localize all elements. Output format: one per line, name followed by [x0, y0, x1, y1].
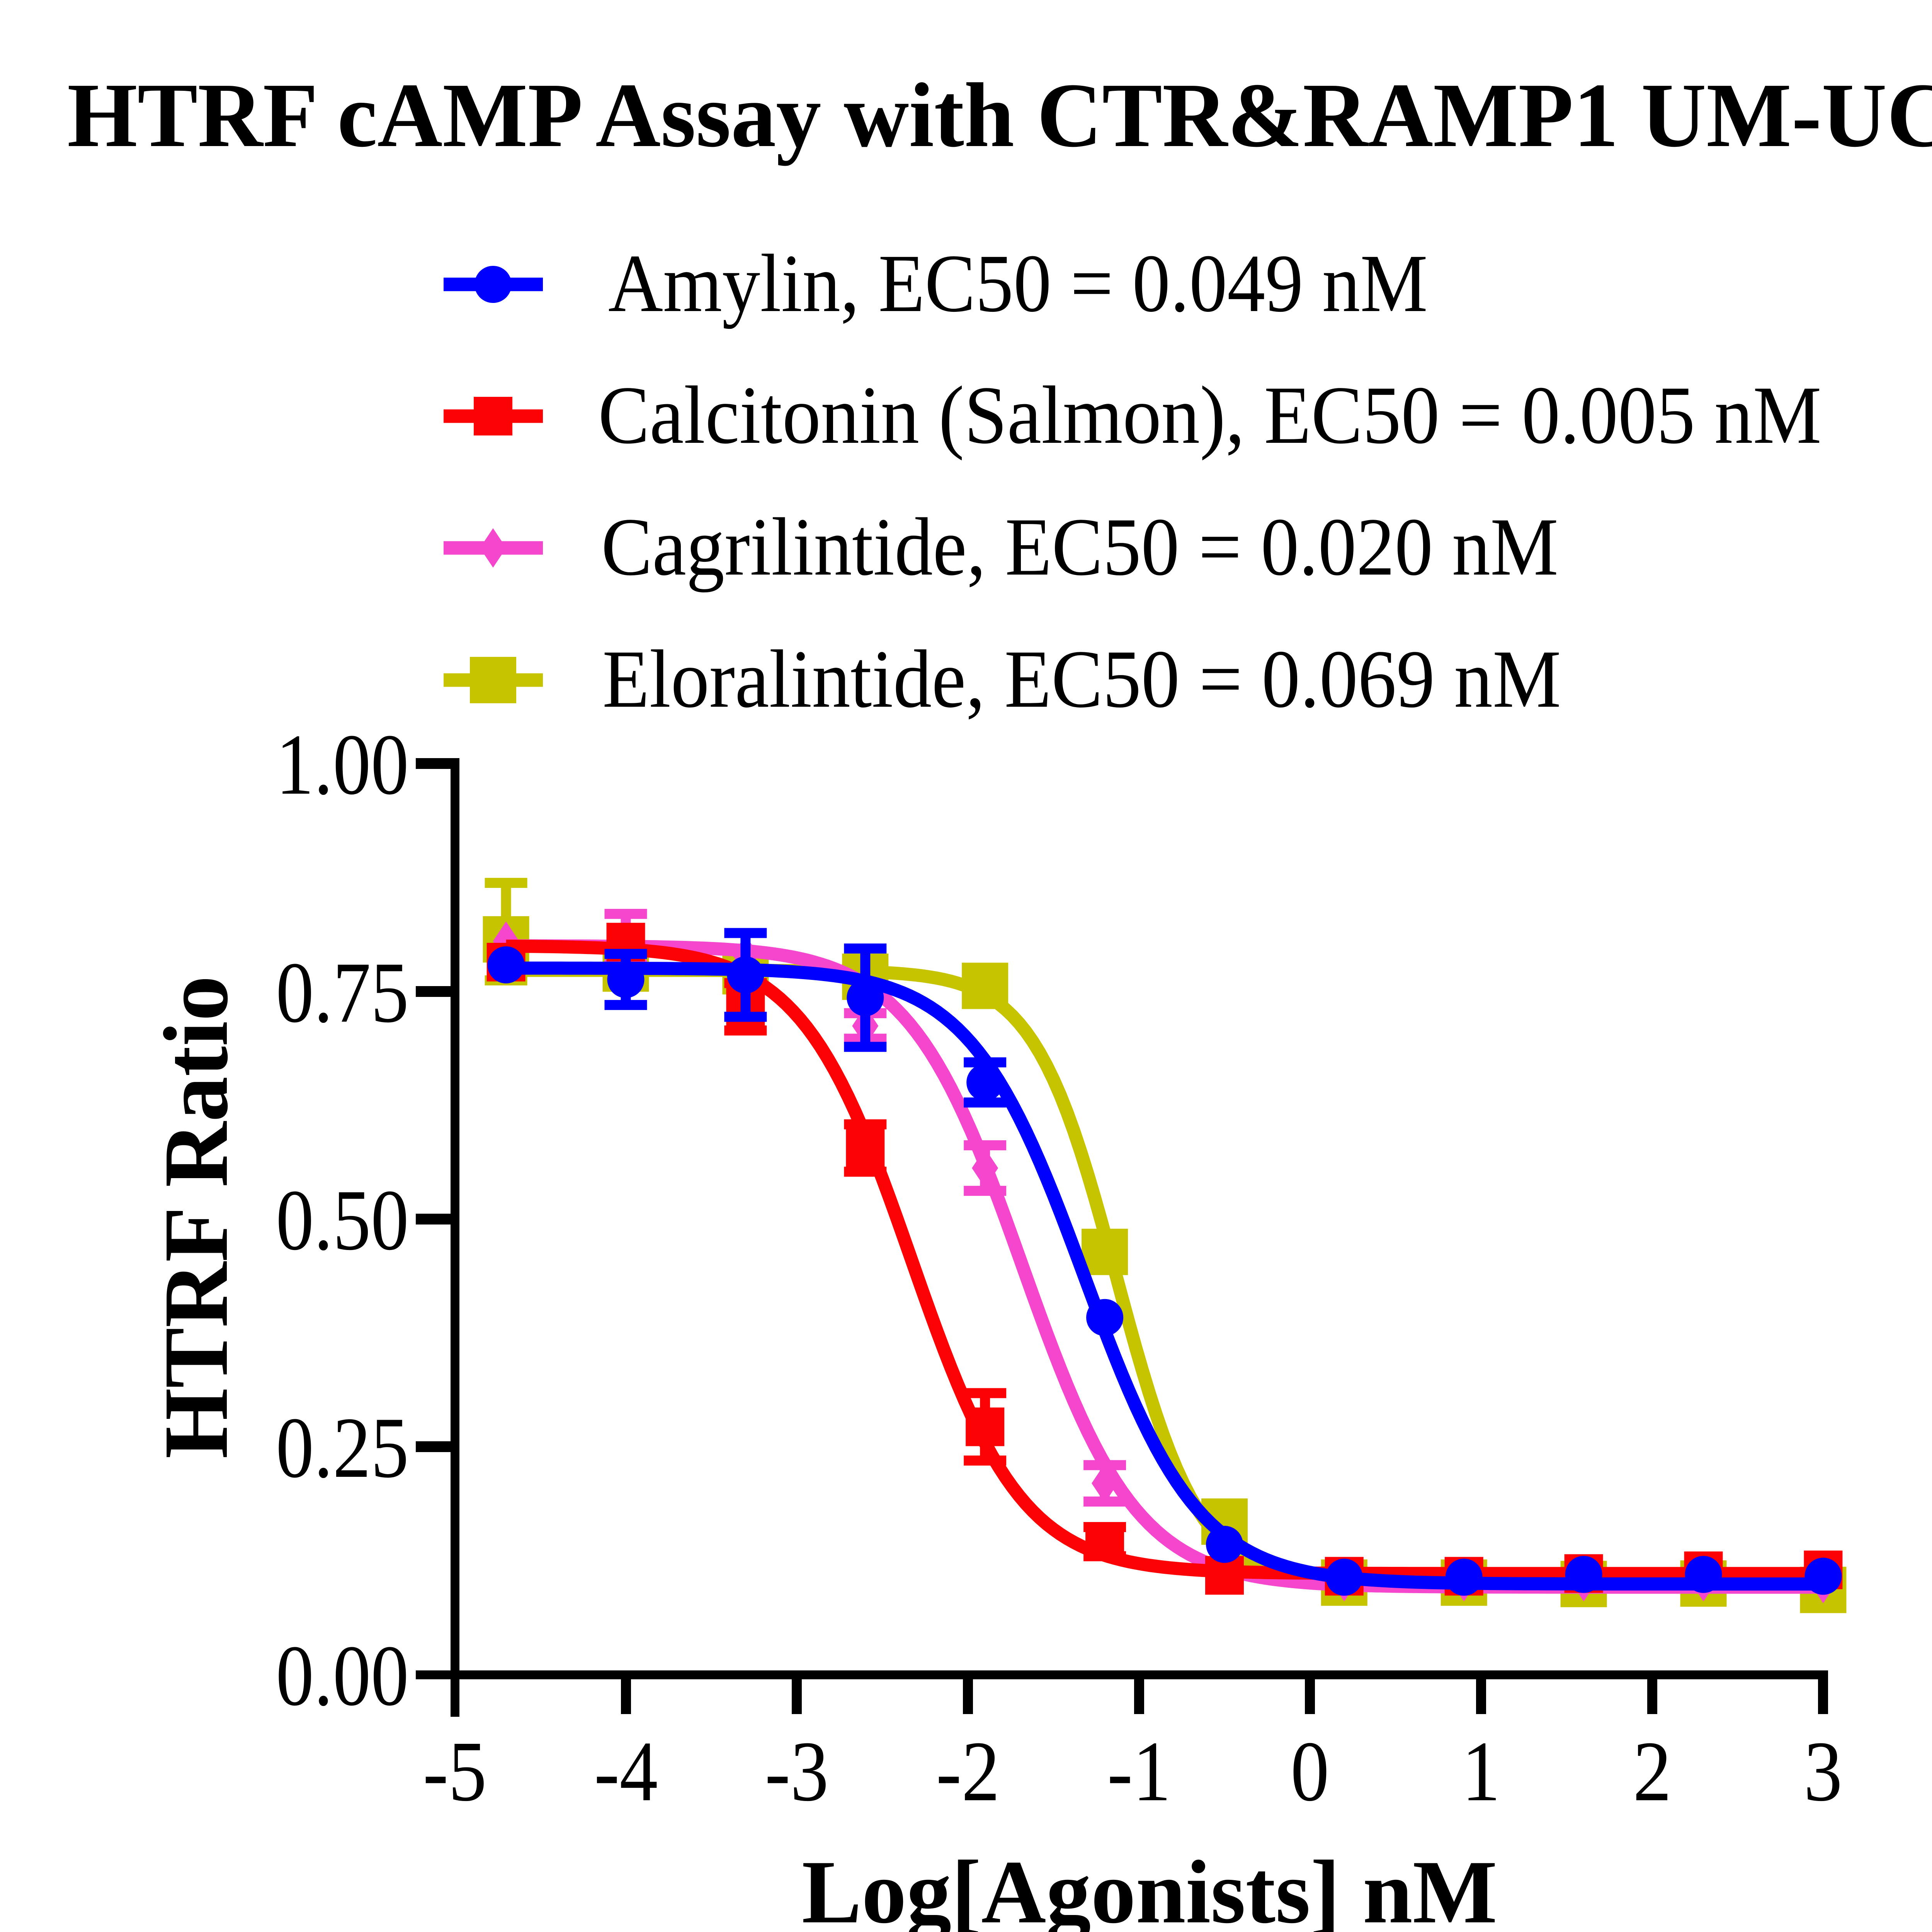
svg-text:HTRF Ratio: HTRF Ratio: [145, 976, 247, 1459]
svg-text:1: 1: [1462, 1724, 1500, 1819]
svg-text:Amylin, EC50 = 0.049 nM: Amylin, EC50 = 0.049 nM: [608, 238, 1428, 329]
svg-text:-2: -2: [936, 1724, 1000, 1819]
svg-text:-4: -4: [594, 1724, 658, 1819]
svg-text:0.50: 0.50: [276, 1172, 409, 1268]
svg-text:-1: -1: [1107, 1724, 1171, 1819]
svg-text:HTRF cAMP Assay with CTR&RAMP1: HTRF cAMP Assay with CTR&RAMP1 UM-UC-3 (…: [67, 65, 1932, 166]
svg-text:1.00: 1.00: [276, 716, 409, 813]
svg-text:Cagrilintide, EC50 = 0.020 nM: Cagrilintide, EC50 = 0.020 nM: [601, 501, 1558, 593]
svg-text:0: 0: [1291, 1724, 1329, 1819]
svg-text:-5: -5: [423, 1724, 487, 1819]
svg-text:-3: -3: [765, 1724, 829, 1819]
svg-text:Calcitonin (Salmon), EC50 = 0.: Calcitonin (Salmon), EC50 = 0.005 nM: [598, 369, 1821, 461]
svg-text:0.25: 0.25: [276, 1399, 409, 1496]
svg-text:0.00: 0.00: [276, 1627, 409, 1724]
svg-text:Log[Agonists] nM: Log[Agonists] nM: [802, 1842, 1497, 1932]
svg-text:0.75: 0.75: [276, 944, 409, 1041]
svg-text:3: 3: [1804, 1724, 1842, 1819]
svg-text:2: 2: [1633, 1724, 1672, 1819]
svg-text:Eloralintide, EC50 = 0.069 nM: Eloralintide, EC50 = 0.069 nM: [602, 633, 1561, 725]
